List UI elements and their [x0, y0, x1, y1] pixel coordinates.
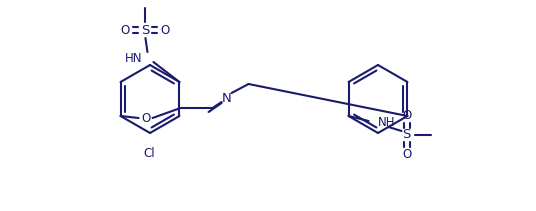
Text: HN: HN — [125, 51, 143, 65]
Text: S: S — [142, 23, 150, 37]
Text: NH: NH — [377, 115, 395, 128]
Text: O: O — [402, 108, 411, 122]
Text: Cl: Cl — [143, 147, 155, 160]
Text: O: O — [402, 149, 411, 161]
Text: O: O — [141, 111, 150, 124]
Text: O: O — [121, 23, 130, 37]
Text: S: S — [403, 128, 411, 142]
Text: N: N — [222, 92, 232, 104]
Text: O: O — [161, 23, 170, 37]
